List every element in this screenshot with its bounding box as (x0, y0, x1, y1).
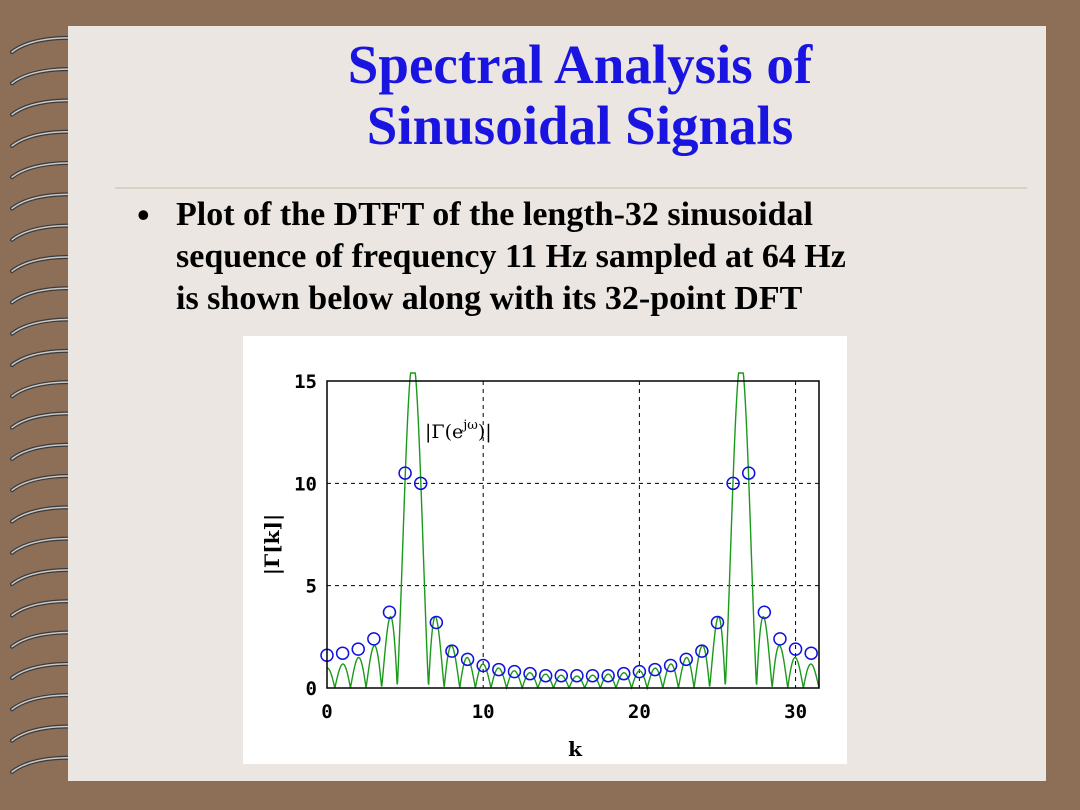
y-axis-label: |Γ[k]| (260, 514, 284, 576)
dft-point (492, 662, 506, 677)
dft-point (804, 646, 818, 660)
bullet-point-icon: • (137, 195, 150, 235)
y-tick-label: 15 (294, 371, 317, 393)
dft-point (648, 662, 662, 677)
dft-point (554, 668, 569, 683)
bullet-line-3: is shown below along with its 32-point D… (176, 280, 803, 317)
dft-point (788, 642, 803, 656)
dft-point (413, 476, 428, 491)
x-tick-label: 0 (321, 701, 332, 723)
dft-point (632, 664, 647, 679)
x-axis-label: k (568, 737, 583, 761)
plot-frame (326, 380, 820, 689)
bullet-line-1: Plot of the DTFT of the length-32 sinuso… (176, 196, 813, 233)
x-tick-label: 10 (472, 701, 495, 723)
dft-point (523, 666, 537, 681)
dft-point (617, 666, 631, 681)
dft-point (679, 652, 693, 667)
title-divider (115, 187, 1027, 189)
x-tick-label: 20 (628, 701, 651, 723)
dft-point (585, 668, 600, 683)
title-line-1: Spectral Analysis of (347, 34, 813, 95)
dft-point (538, 668, 553, 683)
dft-point (398, 466, 412, 480)
dft-point (773, 632, 787, 646)
dft-point (695, 644, 709, 658)
dft-point (476, 658, 490, 673)
plot-svg: 0 10 20 30 0 5 10 15 k |Γ[k]| |Γ(ejω)| (260, 371, 820, 761)
dft-point (382, 605, 397, 620)
dft-point (367, 632, 381, 646)
dtft-curve (326, 372, 820, 691)
dft-point (663, 658, 678, 673)
dft-point (429, 615, 444, 630)
dtft-dft-plot: 0 10 20 30 0 5 10 15 k |Γ[k]| |Γ(ejω)| (243, 336, 847, 764)
dft-point (757, 605, 772, 620)
y-tick-label: 10 (294, 473, 317, 495)
dft-point (335, 646, 350, 660)
dft-point (710, 615, 725, 630)
x-tick-label: 30 (784, 701, 807, 723)
dft-point (507, 664, 522, 679)
y-tick-label: 5 (306, 576, 317, 598)
dft-point (726, 476, 740, 491)
dft-point (445, 644, 459, 658)
dtft-curve-label: |Γ(ejω)| (425, 418, 492, 443)
dft-point (601, 668, 615, 683)
bullet-text: Plot of the DTFT of the length-32 sinuso… (176, 194, 1036, 320)
slide-title: Spectral Analysis of Sinusoidal Signals (180, 34, 980, 156)
dft-point (741, 466, 756, 480)
bullet-line-2: sequence of frequency 11 Hz sampled at 6… (176, 238, 846, 275)
title-line-2: Sinusoidal Signals (366, 95, 794, 156)
dft-point (351, 642, 365, 656)
y-tick-label: 0 (306, 678, 317, 700)
dft-point (570, 668, 584, 683)
dft-point (460, 652, 475, 667)
